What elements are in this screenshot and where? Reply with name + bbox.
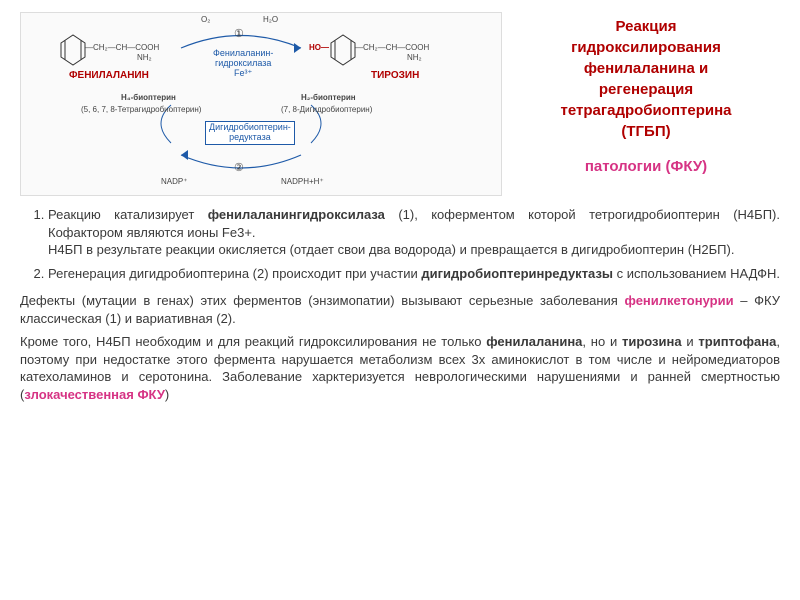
enzyme-bottom: Дигидробиоптерин- редуктаза	[205, 121, 295, 145]
phe-nh2: NH₂	[137, 53, 152, 64]
title-l4: регенерация	[512, 79, 780, 100]
li2-b: дигидробиоптеринредуктазы	[421, 266, 613, 281]
paragraph-2: Кроме того, Н4БП необходим и для реакций…	[20, 333, 780, 403]
p1-a: Дефекты (мутации в генах) этих ферментов…	[20, 293, 625, 308]
h2bp: Н₂-биоптерин	[301, 93, 356, 104]
p2-a: Кроме того, Н4БП необходим и для реакций…	[20, 334, 486, 349]
li2-c: с использованием НАДФН.	[613, 266, 780, 281]
nadp: NADP⁺	[161, 177, 187, 188]
circle2: ②	[234, 161, 244, 176]
p2-i: )	[165, 387, 169, 402]
h2o-label: H₂O	[263, 15, 278, 26]
enzyme-top: Фенилаланин- гидроксилаза Fe³⁺	[213, 49, 273, 79]
li1-b: фенилаланингидроксилаза	[208, 207, 385, 222]
paragraph-1: Дефекты (мутации в генах) этих ферментов…	[20, 292, 780, 327]
phe-label: ФЕНИЛАЛАНИН	[69, 69, 149, 83]
h4bp: Н₄-биоптерин	[121, 93, 176, 104]
ho-label: HO—	[309, 43, 329, 54]
diagram-svg	[21, 13, 501, 195]
p2-c: , но и	[582, 334, 622, 349]
p2-b: фенилаланина	[486, 334, 582, 349]
circle1: ①	[234, 27, 244, 42]
title-l3: фенилаланина и	[512, 58, 780, 79]
li1-p2: Н4БП в результате реакции окисляется (от…	[48, 242, 734, 257]
title-l1: Реакция	[512, 16, 780, 37]
title-l6: (ТГБП)	[512, 121, 780, 142]
numbered-list: Реакцию катализирует фенилаланингидрокси…	[20, 206, 780, 282]
h2bp-sub: (7, 8-Дигидробиоптерин)	[281, 105, 372, 116]
p2-d: тирозина	[622, 334, 682, 349]
nadph: NADPH+H⁺	[281, 177, 324, 188]
p2-e: и	[682, 334, 699, 349]
top-row: —CH₂—CH—COOH NH₂ ФЕНИЛАЛАНИН HO— —CH₂—CH…	[20, 12, 780, 196]
h4bp-sub: (5, 6, 7, 8-Тетрагидробиоптерин)	[81, 105, 201, 116]
title-block: Реакция гидроксилирования фенилаланина и…	[512, 12, 780, 196]
list-item-1: Реакцию катализирует фенилаланингидрокси…	[48, 206, 780, 259]
p2-h: злокачественная ФКУ	[24, 387, 165, 402]
o2-label: O₂	[201, 15, 210, 26]
p2-f: триптофана	[698, 334, 776, 349]
li2-a: Регенерация дигидробиоптерина (2) происх…	[48, 266, 421, 281]
title-l5: тетрагадробиоптерина	[512, 100, 780, 121]
list-item-2: Регенерация дигидробиоптерина (2) происх…	[48, 265, 780, 283]
title-l2: гидроксилирования	[512, 37, 780, 58]
p1-b: фенилкетонурии	[625, 293, 734, 308]
li1-a: Реакцию катализирует	[48, 207, 208, 222]
tyr-label: ТИРОЗИН	[371, 69, 419, 83]
reaction-diagram: —CH₂—CH—COOH NH₂ ФЕНИЛАЛАНИН HO— —CH₂—CH…	[20, 12, 502, 196]
title-l7: патологии (ФКУ)	[512, 156, 780, 177]
tyr-nh2: NH₂	[407, 53, 422, 64]
